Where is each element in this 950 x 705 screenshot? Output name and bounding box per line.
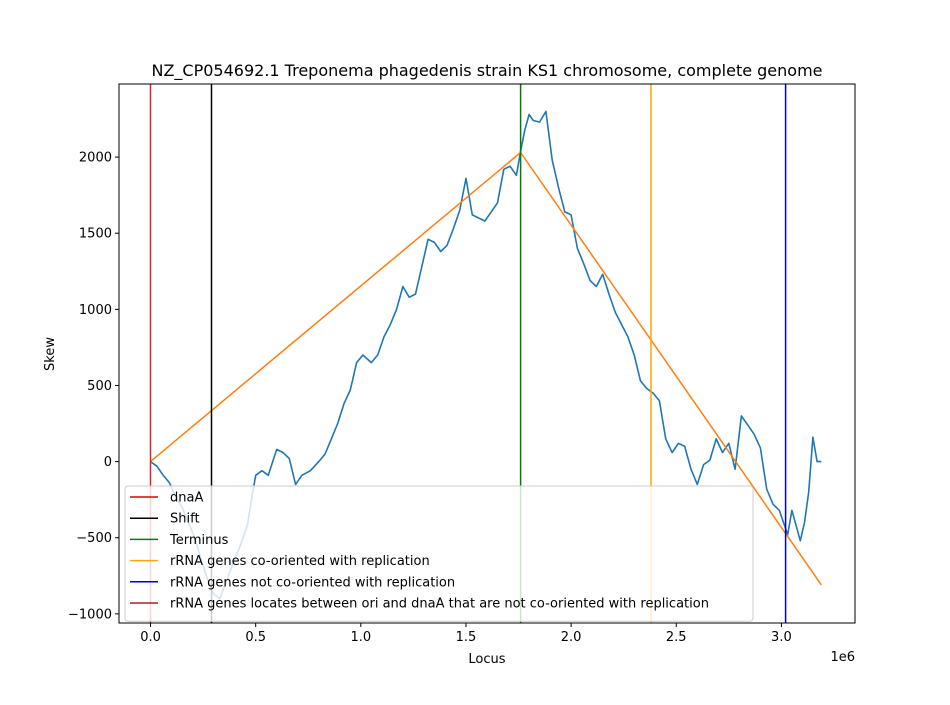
y-tick-label-3: 500 (87, 379, 112, 394)
skew-line (150, 110, 822, 600)
x-tick-label-1: 0.5 (245, 630, 266, 645)
legend: dnaA Shift Terminus rRNA genes co-oriented … (124, 485, 754, 622)
plot-area (149, 84, 823, 623)
y-tick-label-2: 0 (104, 455, 112, 470)
legend-label-3: rRNA genes co-oriented with replication (170, 554, 430, 569)
y-tick-label-1: −500 (76, 531, 112, 546)
y-axis: −1000 −500 0 500 1000 1500 2000 (68, 151, 119, 622)
y-tick-label-6: 2000 (79, 151, 112, 166)
x-axis-offset-label: 1e6 (830, 650, 855, 665)
x-axis-label: Locus (468, 652, 505, 667)
legend-label-0: dnaA (170, 491, 203, 506)
legend-label-5: rRNA genes locates between ori and dnaA … (170, 597, 709, 612)
x-tick-label-4: 2.0 (561, 630, 582, 645)
y-axis-label: Skew (43, 337, 58, 371)
plot-frame (118, 83, 856, 624)
legend-box (124, 485, 754, 622)
x-tick-label-0: 0.0 (140, 630, 161, 645)
x-axis: 0.0 0.5 1.0 1.5 2.0 2.5 3.0 (140, 623, 792, 645)
y-tick-label-0: −1000 (68, 607, 112, 622)
x-tick-label-6: 3.0 (771, 630, 792, 645)
x-tick-label-2: 1.0 (350, 630, 371, 645)
x-tick-label-3: 1.5 (456, 630, 477, 645)
legend-label-2: Terminus (169, 533, 229, 548)
legend-label-4: rRNA genes not co-oriented with replicat… (170, 575, 455, 590)
y-tick-label-4: 1000 (79, 303, 112, 318)
chart-title: NZ_CP054692.1 Treponema phagedenis strai… (152, 61, 823, 81)
x-tick-label-5: 2.5 (666, 630, 687, 645)
legend-label-1: Shift (170, 512, 200, 527)
y-tick-label-5: 1500 (79, 227, 112, 242)
